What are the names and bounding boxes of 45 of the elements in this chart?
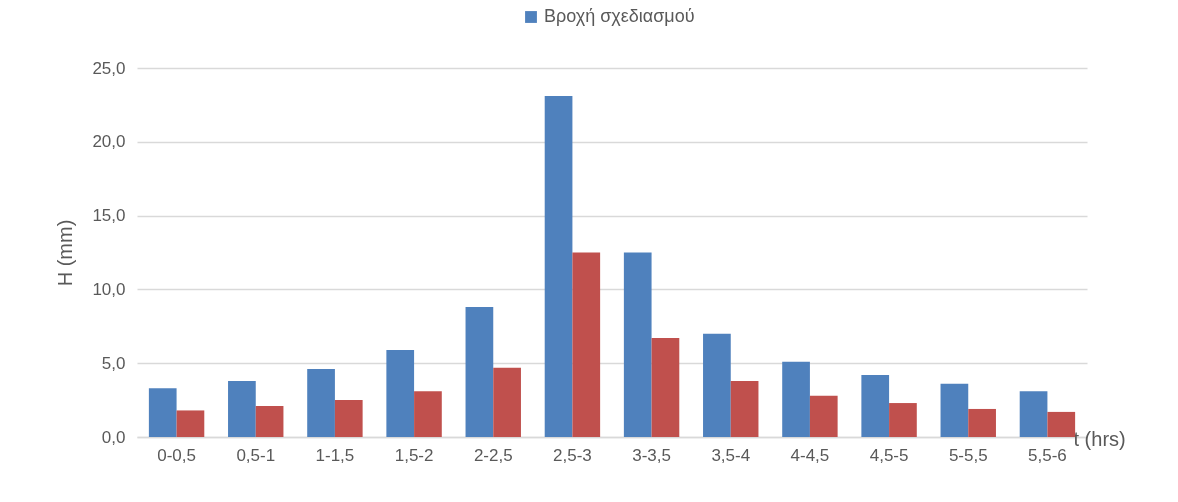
bar xyxy=(148,388,177,437)
bar xyxy=(889,403,917,437)
bar xyxy=(465,307,494,437)
x-tick-label: 4-4,5 xyxy=(790,445,830,465)
bar xyxy=(255,406,284,437)
y-tick-label: 10,0 xyxy=(92,279,126,299)
bar xyxy=(334,400,363,437)
x-tick-label: 5,5-6 xyxy=(1028,445,1067,465)
bar xyxy=(572,252,601,437)
x-tick-label: 0-0,5 xyxy=(157,445,196,465)
y-tick-label: 5,0 xyxy=(101,353,126,373)
bar xyxy=(968,408,996,437)
bar xyxy=(1047,411,1076,437)
bar xyxy=(730,380,759,437)
bar xyxy=(307,369,335,437)
bar xyxy=(651,338,680,437)
legend-label: Βροχή σχεδιασμού xyxy=(544,6,695,26)
x-tick-label: 1,5-2 xyxy=(394,445,434,465)
y-tick-label: 25,0 xyxy=(92,58,126,78)
bar xyxy=(809,395,838,437)
y-tick-label: 15,0 xyxy=(92,206,126,226)
x-tick-label: 4,5-5 xyxy=(869,445,909,465)
x-tick-label: 3-3,5 xyxy=(632,445,671,465)
bar xyxy=(386,349,415,437)
bar xyxy=(703,333,731,437)
bar xyxy=(544,96,573,437)
bar xyxy=(940,383,969,437)
x-tick-label: 2-2,5 xyxy=(473,445,513,465)
bar xyxy=(623,252,652,437)
bar xyxy=(228,380,256,437)
y-tick-label: 0,0 xyxy=(101,427,126,447)
bar xyxy=(782,361,810,437)
y-axis-title: H (mm) xyxy=(54,219,77,287)
x-tick-label: 3,5-4 xyxy=(711,445,751,465)
bar xyxy=(861,375,890,437)
x-axis-title: t (hrs) xyxy=(1073,427,1126,450)
x-tick-label: 2,5-3 xyxy=(553,445,592,465)
bar xyxy=(1019,391,1048,437)
bar xyxy=(414,391,442,437)
x-tick-label: 1-1,5 xyxy=(315,445,355,465)
y-tick-label: 20,0 xyxy=(92,132,126,152)
x-tick-label: 0,5-1 xyxy=(236,445,276,465)
bar xyxy=(493,367,521,437)
x-tick-label: 5-5,5 xyxy=(948,445,988,465)
bar xyxy=(176,410,205,437)
